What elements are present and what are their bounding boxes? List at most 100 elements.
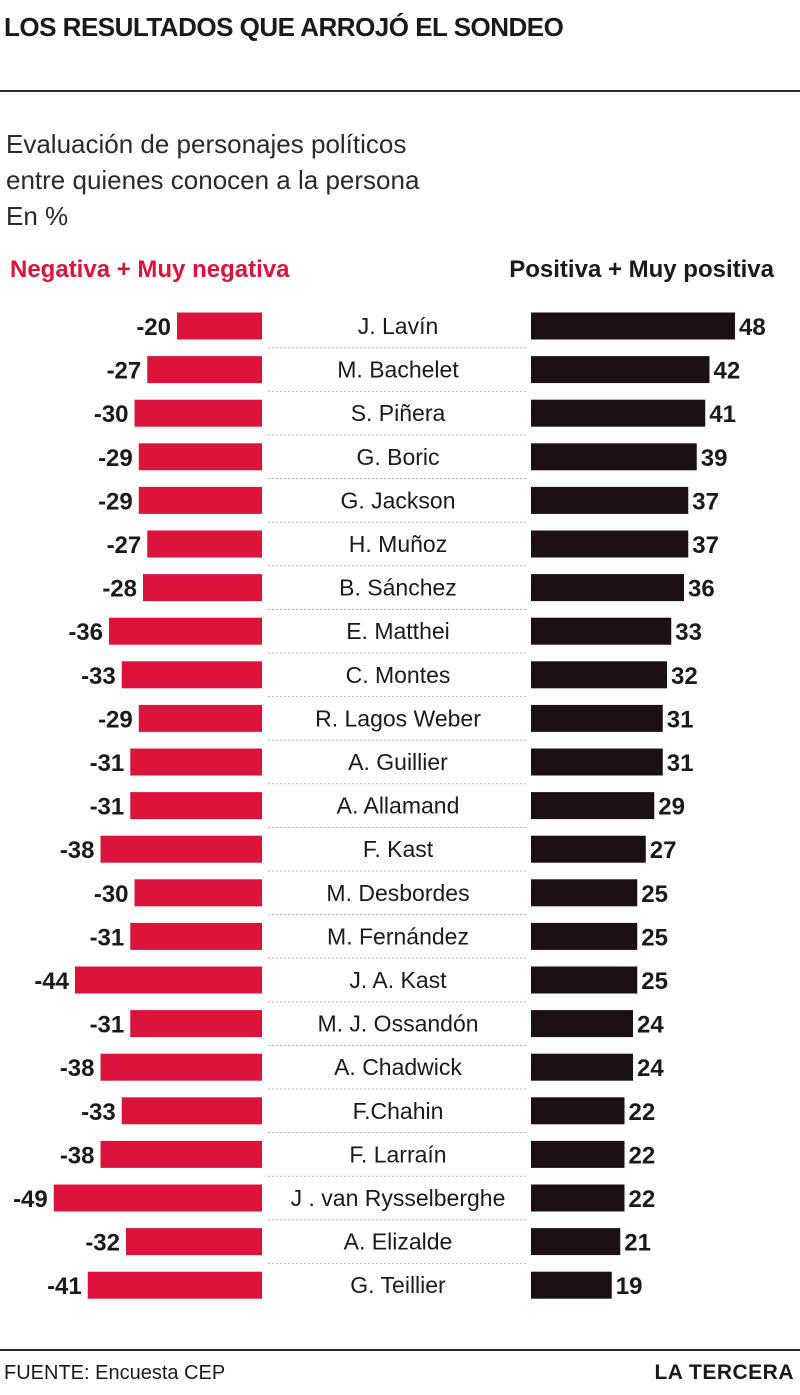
bar-positive <box>531 1184 625 1212</box>
bar-positive <box>531 443 697 471</box>
value-label-positive: 24 <box>637 1012 664 1039</box>
value-label-negative: -36 <box>68 619 103 646</box>
category-label: B. Sánchez <box>339 575 457 601</box>
value-label-positive: 37 <box>692 532 719 559</box>
bar-negative <box>138 486 262 514</box>
value-label-negative: -41 <box>47 1273 82 1300</box>
category-label: J . van Rysselberghe <box>291 1185 506 1211</box>
value-label-negative: -38 <box>60 837 95 864</box>
bar-negative <box>121 1097 262 1125</box>
value-label-negative: -30 <box>94 881 129 908</box>
brand-logo: LA TERCERA <box>654 1361 794 1384</box>
legend-negative: Negativa + Muy negativa <box>10 256 290 283</box>
value-label-negative: -29 <box>98 706 133 733</box>
bottom-divider <box>0 1349 800 1351</box>
category-label: J. A. Kast <box>349 967 447 993</box>
bar-negative <box>75 966 262 994</box>
bar-negative <box>100 1053 262 1081</box>
value-label-positive: 22 <box>629 1186 656 1213</box>
bar-negative <box>138 704 262 732</box>
value-label-positive: 24 <box>637 1055 664 1082</box>
subtitle-line-3: En % <box>6 201 69 231</box>
value-label-positive: 42 <box>714 358 741 385</box>
legend-positive: Positiva + Muy positiva <box>509 256 774 283</box>
bar-negative <box>143 574 262 602</box>
value-label-negative: -20 <box>136 314 171 341</box>
bar-negative <box>134 399 262 427</box>
bar-positive <box>531 486 689 514</box>
value-label-positive: 31 <box>667 706 694 733</box>
bar-positive <box>531 748 663 776</box>
source-note: FUENTE: Encuesta CEP <box>4 1362 226 1384</box>
value-label-negative: -30 <box>94 401 129 428</box>
chart-subtitle: Evaluación de personajes políticos entre… <box>6 126 419 234</box>
bar-negative <box>130 1010 262 1038</box>
bar-positive <box>531 312 735 340</box>
category-label: M. J. Ossandón <box>317 1011 478 1037</box>
value-label-positive: 48 <box>739 314 766 341</box>
category-label: C. Montes <box>346 662 451 688</box>
value-label-negative: -29 <box>98 488 133 515</box>
category-label: G. Jackson <box>340 487 455 513</box>
value-label-positive: 41 <box>709 401 736 428</box>
category-label: R. Lagos Weber <box>315 705 481 731</box>
category-label: E. Matthei <box>346 618 450 644</box>
bar-positive <box>531 704 663 732</box>
value-label-positive: 33 <box>675 619 702 646</box>
value-label-negative: -33 <box>81 1099 116 1126</box>
bar-negative <box>100 1140 262 1168</box>
category-label: H. Muñoz <box>349 531 447 557</box>
bar-negative <box>147 530 262 558</box>
value-label-negative: -33 <box>81 663 116 690</box>
chart-title: LOS RESULTADOS QUE ARROJÓ EL SONDEO <box>4 12 564 42</box>
bar-negative <box>130 922 262 950</box>
value-label-negative: -38 <box>60 1142 95 1169</box>
value-label-negative: -31 <box>90 924 125 951</box>
category-label: G. Teillier <box>350 1272 446 1298</box>
value-label-positive: 22 <box>629 1142 656 1169</box>
category-label: J. Lavín <box>358 313 439 339</box>
bar-positive <box>531 1271 612 1299</box>
bar-positive <box>531 1228 621 1256</box>
value-label-positive: 37 <box>692 488 719 515</box>
bar-positive <box>531 574 684 602</box>
bar-negative <box>53 1184 262 1212</box>
category-label: F.Chahin <box>353 1098 444 1124</box>
category-label: A. Elizalde <box>344 1229 453 1255</box>
value-label-positive: 25 <box>641 924 668 951</box>
subtitle-line-2: entre quienes conocen a la persona <box>6 165 420 195</box>
category-label: F. Kast <box>363 836 434 862</box>
category-label: M. Bachelet <box>337 357 459 383</box>
value-label-positive: 25 <box>641 968 668 995</box>
bar-positive <box>531 792 655 820</box>
bar-positive <box>531 356 710 384</box>
value-label-negative: -49 <box>13 1186 48 1213</box>
bar-positive <box>531 835 646 863</box>
value-label-positive: 27 <box>650 837 677 864</box>
value-label-negative: -27 <box>107 358 142 385</box>
value-label-negative: -31 <box>90 750 125 777</box>
category-label: S. Piñera <box>351 400 446 426</box>
bar-positive <box>531 1140 625 1168</box>
value-label-negative: -31 <box>90 1012 125 1039</box>
value-label-negative: -27 <box>107 532 142 559</box>
top-divider <box>0 90 800 92</box>
subtitle-line-1: Evaluación de personajes políticos <box>6 129 407 159</box>
value-label-negative: -29 <box>98 445 133 472</box>
value-label-negative: -44 <box>34 968 69 995</box>
bar-positive <box>531 1053 633 1081</box>
bar-negative <box>147 356 262 384</box>
bar-positive <box>531 530 689 558</box>
value-label-positive: 29 <box>658 794 685 821</box>
bar-negative <box>130 792 262 820</box>
bar-negative <box>100 835 262 863</box>
bar-positive <box>531 1097 625 1125</box>
bar-negative <box>126 1228 262 1256</box>
value-label-positive: 39 <box>701 445 728 472</box>
value-label-negative: -32 <box>85 1230 120 1257</box>
category-label: A. Allamand <box>337 793 460 819</box>
diverging-bar-chart: -20 J. Lavín 48 -27 M. Bachelet 42 -30 S. Piñer… <box>13 312 766 1300</box>
bar-positive <box>531 879 638 907</box>
bar-positive <box>531 1010 633 1038</box>
category-label: A. Chadwick <box>334 1054 462 1080</box>
